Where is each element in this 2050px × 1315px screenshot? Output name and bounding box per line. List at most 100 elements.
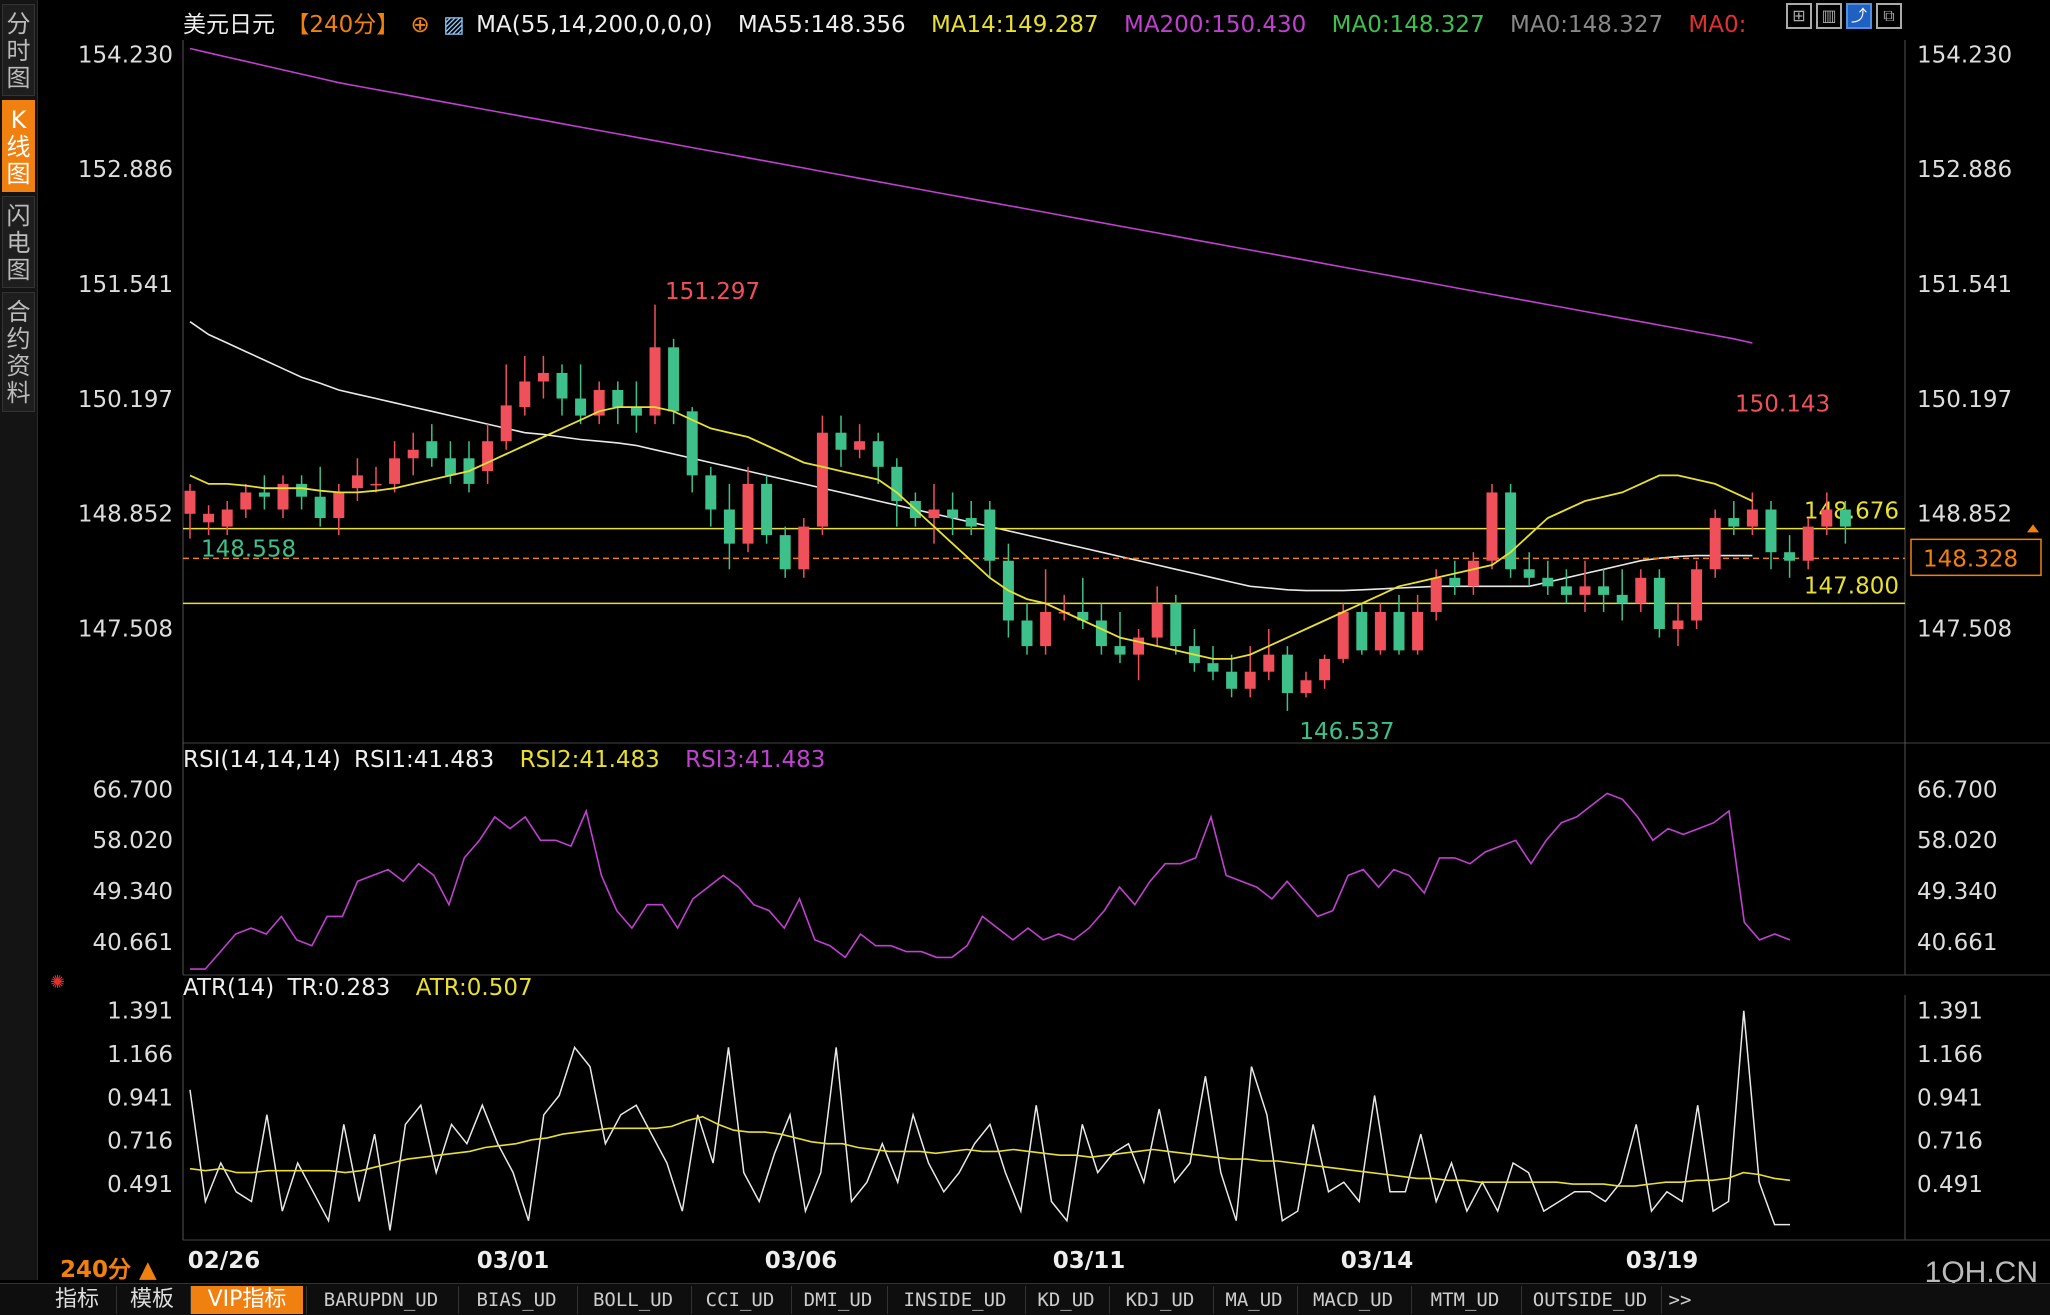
candle-down (426, 441, 438, 459)
candle-up (1337, 611, 1349, 659)
candle-down (1839, 509, 1851, 527)
candle-up (537, 372, 549, 382)
y-tick-right: 148.852 (1917, 502, 2012, 528)
indicator-tab[interactable]: KDJ_UD (1109, 1286, 1210, 1314)
rsi-y-tick-left: 58.020 (93, 828, 173, 854)
indicator-tab[interactable]: KD_UD (1025, 1286, 1106, 1314)
candle-down (1393, 611, 1405, 651)
candle-up (1412, 611, 1424, 651)
candle-up (1151, 603, 1163, 638)
candle-down (630, 407, 642, 416)
x-tick-label: 02/26 (188, 1248, 260, 1274)
candle-up (407, 449, 419, 459)
atr-y-tick-left: 1.166 (107, 1042, 173, 1068)
add-indicator-icon[interactable]: ⊕ (410, 12, 430, 38)
indicator-tab[interactable]: MTM_UD (1411, 1286, 1518, 1314)
candle-down (1170, 603, 1182, 647)
candle-up (389, 458, 401, 484)
support-resistance-label: 147.800 (1804, 573, 1899, 599)
tr-line (189, 1010, 1790, 1231)
candle-up (277, 483, 289, 510)
rsi-y-tick-right: 66.700 (1917, 777, 1997, 803)
indicator-tab[interactable]: 指标 (54, 1287, 99, 1312)
tab-flash[interactable]: 闪电图 (2, 196, 35, 288)
candle-down (1207, 663, 1219, 672)
indicator-tab[interactable]: CCI_UD (691, 1286, 788, 1314)
candle-up (816, 432, 828, 527)
period-label[interactable]: 【240分】 (286, 12, 400, 38)
x-tick-label: 03/06 (765, 1248, 837, 1274)
candle-down (1226, 671, 1238, 689)
symbol-name: 美元日元 (183, 12, 275, 38)
period-selector[interactable]: 240分 ▲ (60, 1257, 157, 1283)
atr-line (189, 1115, 1791, 1187)
candle-up (1709, 518, 1721, 570)
candle-down (575, 398, 587, 416)
tab-timeshare[interactable]: 分时图 (2, 4, 35, 96)
support-resistance-label: 148.676 (1804, 499, 1899, 525)
candle-up (1579, 586, 1591, 595)
settings-gear-icon[interactable]: ✺ (50, 972, 66, 993)
rsi-name: RSI(14,14,14) (183, 747, 341, 773)
candle-down (1598, 586, 1610, 595)
atr-y-tick-right: 0.491 (1917, 1172, 1983, 1198)
rsi3-value: RSI3:41.483 (685, 747, 826, 773)
candle-down (723, 509, 735, 544)
indicator-tab[interactable]: BARUPDN_UD (306, 1286, 455, 1314)
candle-down (891, 466, 903, 501)
indicator-tab[interactable]: >> (1661, 1286, 1698, 1314)
x-tick-label: 03/19 (1626, 1248, 1698, 1274)
candle-up (1691, 569, 1703, 621)
candle-up (1486, 492, 1498, 561)
candle-up (1672, 620, 1684, 630)
candle-up (333, 492, 345, 519)
candle-down (705, 475, 717, 510)
x-tick-label: 03/01 (477, 1248, 549, 1274)
window-restore-icon[interactable]: ⧉ (1876, 3, 1902, 29)
candle-up (1040, 611, 1052, 647)
rsi-legend: RSI(14,14,14) RSI1:41.483 RSI2:41.483 RS… (183, 747, 843, 773)
indicator-tab[interactable]: BIAS_UD (458, 1286, 574, 1314)
indicator-tab[interactable]: 模板 (116, 1286, 187, 1314)
indicator-tab[interactable]: MA_UD (1213, 1286, 1294, 1314)
indicator-tab[interactable]: MACD_UD (1297, 1286, 1408, 1314)
candle-down (1356, 611, 1368, 651)
candle-down (947, 509, 959, 519)
candle-up (184, 490, 196, 514)
candle-down (835, 432, 847, 450)
atr-panel: 1.391 1.391 1.166 1.166 0.941 0.941 0.716 0.716… (107, 995, 2050, 1241)
line-chart-icon[interactable]: ⤴ (1846, 3, 1872, 29)
candle-up (1746, 509, 1758, 527)
left-price-marker: 148.558 (201, 537, 296, 563)
candle-down (1542, 577, 1554, 587)
y-tick-right: 154.230 (1917, 43, 2012, 69)
ma0-value-c: MA0: (1688, 12, 1747, 38)
price-up-arrow-icon (2027, 524, 2039, 533)
candle-down (1765, 509, 1777, 553)
indicator-icon[interactable]: ▨ (443, 12, 465, 38)
indicator-tab[interactable]: BOLL_UD (577, 1286, 688, 1314)
tab-contract-info[interactable]: 合约资料 (2, 292, 35, 412)
ma200-line (189, 47, 1753, 344)
candle-up (1374, 611, 1386, 651)
candle-up (593, 390, 605, 416)
candle-down (1523, 569, 1535, 578)
tab-kline[interactable]: K线图 (2, 100, 35, 192)
layout-grid-icon[interactable]: ⊞ (1786, 3, 1812, 29)
candle-up (519, 381, 531, 408)
indicator-tab[interactable]: DMI_UD (791, 1286, 884, 1314)
candle-up (928, 509, 940, 519)
atr-y-tick-right: 1.166 (1917, 1042, 1983, 1068)
indicator-tab[interactable]: OUTSIDE_UD (1521, 1286, 1658, 1314)
indicator-tab[interactable]: VIP指标 (190, 1286, 303, 1314)
y-tick-right: 150.197 (1917, 387, 2012, 413)
atr-y-tick-left: 0.716 (107, 1129, 173, 1155)
indicator-tab[interactable]: INSIDE_UD (887, 1286, 1022, 1314)
bar-chart-icon[interactable]: ▥ (1816, 3, 1842, 29)
y-tick-left: 148.852 (78, 502, 173, 528)
y-tick-left: 154.230 (78, 43, 173, 69)
candle-down (444, 458, 456, 476)
candle-down (314, 496, 326, 519)
rsi-y-tick-right: 58.020 (1917, 828, 1997, 854)
